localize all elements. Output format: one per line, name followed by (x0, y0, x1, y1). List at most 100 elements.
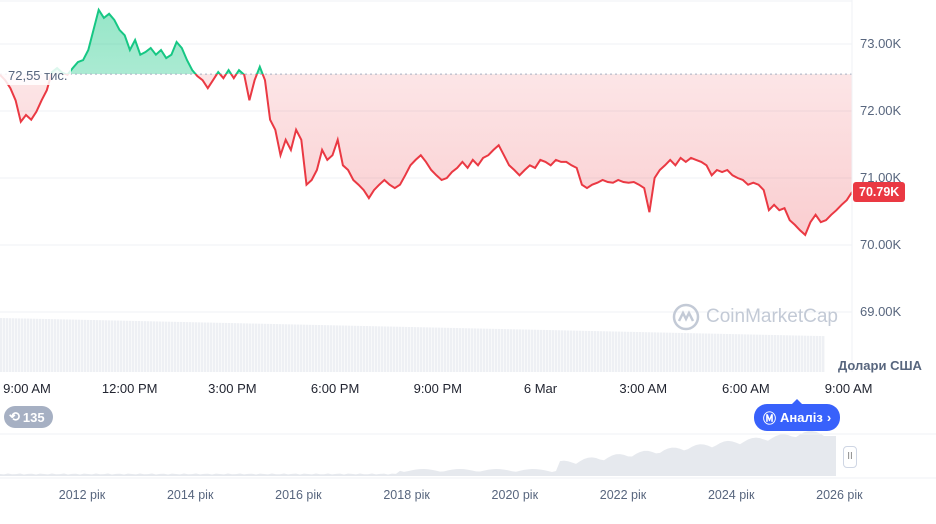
volume-bar (510, 329, 513, 372)
volume-bar (807, 335, 810, 372)
volume-bar (657, 332, 660, 372)
volume-bar (27, 318, 30, 372)
volume-bar (351, 325, 354, 372)
volume-bar (105, 320, 108, 372)
navigator-year-label: 2020 рік (491, 488, 539, 502)
volume-bar (240, 323, 243, 372)
volume-bar (99, 320, 102, 372)
history-button[interactable]: ⟲ 135 (4, 406, 53, 428)
volume-bar (234, 323, 237, 372)
volume-bar (399, 326, 402, 372)
volume-bar (594, 331, 597, 372)
volume-bar (348, 325, 351, 372)
volume-bar (411, 327, 414, 372)
volume-bar (585, 330, 588, 372)
volume-bar (660, 332, 663, 372)
volume-bar (672, 332, 675, 372)
volume-bar (66, 319, 69, 372)
price-area-down (0, 74, 852, 235)
volume-bar (663, 332, 666, 372)
volume-bar (75, 319, 78, 372)
volume-bar (537, 329, 540, 372)
volume-bar (813, 335, 816, 372)
volume-bar (615, 331, 618, 372)
volume-bar (402, 326, 405, 372)
volume-bar (333, 325, 336, 372)
volume-bar (618, 331, 621, 372)
volume-bar (354, 325, 357, 372)
volume-bar (555, 330, 558, 372)
navigator-drag-handle[interactable]: II (843, 446, 857, 468)
watermark: CoinMarketCap (672, 303, 838, 331)
volume-bar (306, 324, 309, 372)
volume-bar (132, 320, 135, 372)
y-tick-label: 72.00K (860, 103, 902, 118)
volume-bar (21, 318, 24, 372)
volume-bar (60, 319, 63, 372)
volume-bar (345, 325, 348, 372)
volume-bar (129, 320, 132, 372)
volume-bar (120, 320, 123, 372)
volume-bar (216, 322, 219, 372)
volume-bar (156, 321, 159, 372)
volume-bar (330, 325, 333, 372)
volume-bar (420, 327, 423, 372)
volume-bar (603, 331, 606, 372)
volume-bar (564, 330, 567, 372)
volume-bar (429, 327, 432, 372)
volume-bar (582, 330, 585, 372)
volume-bar (606, 331, 609, 372)
volume-bar (459, 328, 462, 372)
volume-bar (96, 320, 99, 372)
volume-bar (258, 323, 261, 372)
volume-bar (819, 336, 822, 372)
volume-bar (795, 335, 798, 372)
volume-bar (699, 333, 702, 372)
volume-bar (126, 320, 129, 372)
volume-bar (768, 334, 771, 372)
navigator-year-label: 2026 рік (816, 488, 863, 502)
volume-bar (81, 319, 84, 372)
volume-bar (816, 335, 819, 372)
volume-bar (633, 331, 636, 372)
volume-bar (285, 324, 288, 372)
volume-bar (222, 322, 225, 372)
volume-bar (810, 335, 813, 372)
volume-bar (243, 323, 246, 372)
volume-bar (501, 329, 504, 372)
volume-bar (12, 318, 15, 372)
volume-bar (696, 333, 699, 372)
history-count: 135 (22, 409, 45, 425)
volume-bar (540, 329, 543, 372)
volume-bar (498, 328, 501, 372)
volume-bar (525, 329, 528, 372)
volume-bar (468, 328, 471, 372)
volume-bar (648, 332, 651, 372)
volume-bar (360, 325, 363, 372)
volume-bar (645, 332, 648, 372)
volume-bar (336, 325, 339, 372)
volume-bar (84, 319, 87, 372)
volume-bar (504, 329, 507, 372)
volume-bar (780, 335, 783, 372)
volume-bar (162, 321, 165, 372)
volume-bar (636, 331, 639, 372)
price-line-up (0, 7, 264, 75)
volume-bar (141, 321, 144, 372)
volume-bar (621, 331, 624, 372)
volume-bar (51, 319, 54, 372)
volume-bar (762, 334, 765, 372)
volume-bar (681, 332, 684, 372)
volume-bar (432, 327, 435, 372)
volume-bar (321, 325, 324, 372)
y-tick-label: 69.00K (860, 304, 902, 319)
volume-bar (3, 318, 6, 372)
x-tick-label: 6:00 PM (310, 381, 360, 396)
volume-bar (711, 333, 714, 372)
volume-bar (372, 326, 375, 372)
volume-bar (444, 327, 447, 372)
analysis-button[interactable]: Ⓜ Аналіз › (754, 404, 841, 431)
volume-bar (480, 328, 483, 372)
volume-bar (426, 327, 429, 372)
